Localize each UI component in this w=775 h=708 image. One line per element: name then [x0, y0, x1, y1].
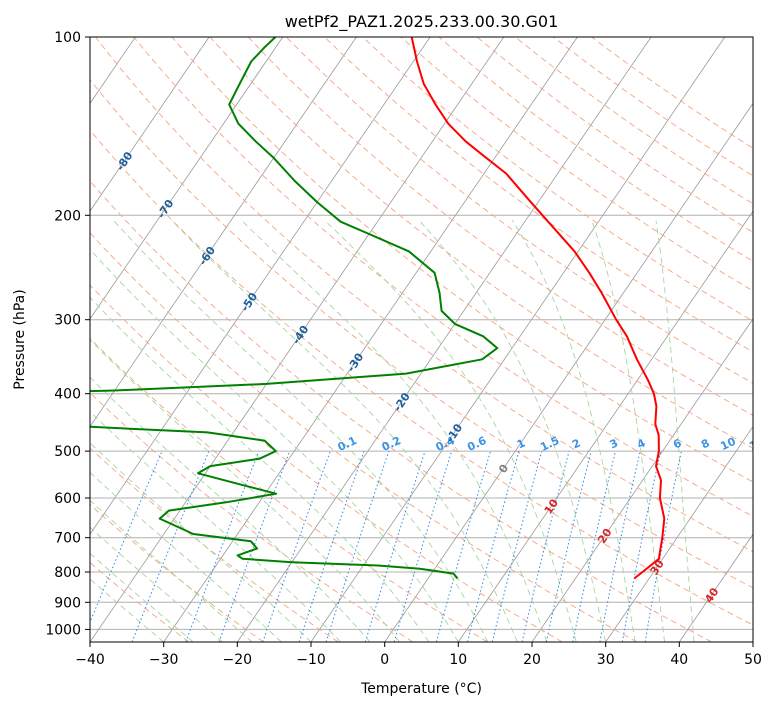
dry-adiabat-line	[362, 37, 753, 322]
moist-adiabat-line	[512, 220, 636, 642]
mixing-ratio-label: 16	[770, 435, 775, 453]
dry-adiabat-line	[90, 129, 753, 626]
moist-adiabat-line	[171, 220, 518, 642]
mixing-ratio-line	[572, 450, 616, 642]
y-tick-label: 200	[54, 208, 81, 224]
y-tick-label: 500	[54, 444, 81, 460]
isotherm-line	[752, 641, 753, 642]
dry-adiabat-line	[400, 37, 753, 292]
mixing-ratio-line	[491, 450, 543, 642]
moist-adiabat-line	[90, 339, 400, 642]
y-tick-label: 300	[54, 313, 81, 329]
profile-lines	[90, 37, 666, 580]
chart-title: wetPf2_PAZ1.2025.233.00.30.G01	[285, 12, 559, 32]
y-tick-label: 100	[54, 30, 81, 46]
moist-adiabat-line	[90, 376, 371, 642]
dry-adiabat-line	[171, 37, 753, 483]
isotherm-line	[384, 102, 753, 642]
x-tick-label: −30	[149, 652, 179, 668]
mixing-ratio-line	[545, 450, 592, 642]
axes: −40 −30 −20 −10 0 10 20 30 40 50 100 200 300 400 500 60…	[45, 30, 762, 668]
isotherm-label: -100	[25, 58, 51, 88]
x-tick-label: 50	[744, 652, 762, 668]
y-tick-label: 800	[54, 565, 81, 581]
moist-adiabat-line	[90, 442, 312, 642]
dry-adiabat-line	[90, 232, 638, 642]
mixing-ratio-line	[393, 450, 453, 642]
moist-adiabat-line	[90, 296, 430, 642]
isotherm-line	[457, 210, 753, 642]
dry-adiabat-line	[90, 180, 712, 642]
isotherm-line	[90, 37, 210, 212]
isotherm-line	[605, 425, 753, 642]
moist-adiabat-line	[90, 410, 341, 642]
dewpoint-profile-line	[90, 37, 499, 580]
dry-adiabat-line	[247, 37, 753, 417]
plot-background	[90, 37, 753, 642]
moist-adiabat-line	[418, 220, 607, 642]
mixing-ratio-line	[364, 450, 426, 642]
isotherm-line	[90, 37, 505, 642]
moist-adiabat-line	[591, 220, 666, 642]
mixing-ratio-line	[262, 450, 331, 642]
x-tick-label: −20	[223, 652, 253, 668]
mixing-ratio-label: 13	[747, 435, 766, 453]
plot-lines	[0, 37, 753, 642]
y-tick-label: 600	[54, 491, 81, 507]
temperature-profile-line	[410, 37, 666, 580]
mixing-ratio-line	[644, 450, 682, 642]
isotherm-line	[90, 37, 357, 428]
mixing-ratio-line	[435, 450, 491, 642]
y-tick-label: 700	[54, 531, 81, 547]
isotherm-line	[163, 37, 578, 642]
y-axis-title: Pressure (hPa)	[12, 289, 28, 389]
dry-adiabat-line	[285, 37, 753, 384]
dry-adiabat-line	[90, 337, 488, 642]
dry-adiabat-line	[438, 37, 753, 262]
mixing-ratio-line	[298, 450, 365, 642]
isotherm-line	[678, 533, 753, 642]
x-tick-label: −40	[75, 652, 105, 668]
moist-adiabat-line	[90, 499, 253, 642]
dry-adiabat-line	[133, 37, 753, 517]
isotherm-line	[90, 37, 284, 320]
mixing-ratio-line	[90, 450, 163, 624]
mixing-ratio-line	[599, 450, 641, 642]
x-tick-label: 0	[380, 652, 389, 668]
isotherm-line	[236, 37, 652, 642]
x-tick-label: 10	[449, 652, 467, 668]
dry-adiabat-line	[90, 284, 563, 642]
isotherm-line	[90, 37, 431, 535]
dry-adiabat-line	[90, 504, 264, 642]
dry-adiabat-line	[476, 37, 753, 233]
mixing-ratio-line	[621, 450, 662, 642]
x-axis-title: Temperature (°C)	[360, 681, 482, 697]
isotherm-line	[531, 318, 753, 642]
moist-adiabat-line	[90, 248, 459, 642]
y-tick-label: 400	[54, 387, 81, 403]
dry-adiabat-line	[95, 37, 753, 553]
moist-adiabat-line	[241, 220, 548, 642]
y-tick-label: 1000	[45, 622, 81, 638]
x-tick-label: 20	[523, 652, 541, 668]
moist-adiabat-line	[324, 220, 577, 642]
isotherm-line	[0, 37, 62, 642]
dry-adiabat-line	[209, 37, 753, 449]
moist-adiabat-line	[113, 220, 489, 642]
x-tick-label: 30	[597, 652, 615, 668]
mixing-ratio-line	[325, 450, 390, 642]
moist-adiabat-line	[655, 220, 695, 642]
mixing-ratio-label: 10	[718, 435, 738, 453]
mixing-ratio-line	[521, 450, 570, 642]
mixing-ratio-line	[467, 450, 520, 642]
y-tick-label: 900	[54, 595, 81, 611]
plot-frame	[89, 36, 754, 643]
x-tick-label: 40	[670, 652, 688, 668]
moist-adiabat-line	[90, 471, 282, 642]
x-tick-label: −10	[296, 652, 326, 668]
